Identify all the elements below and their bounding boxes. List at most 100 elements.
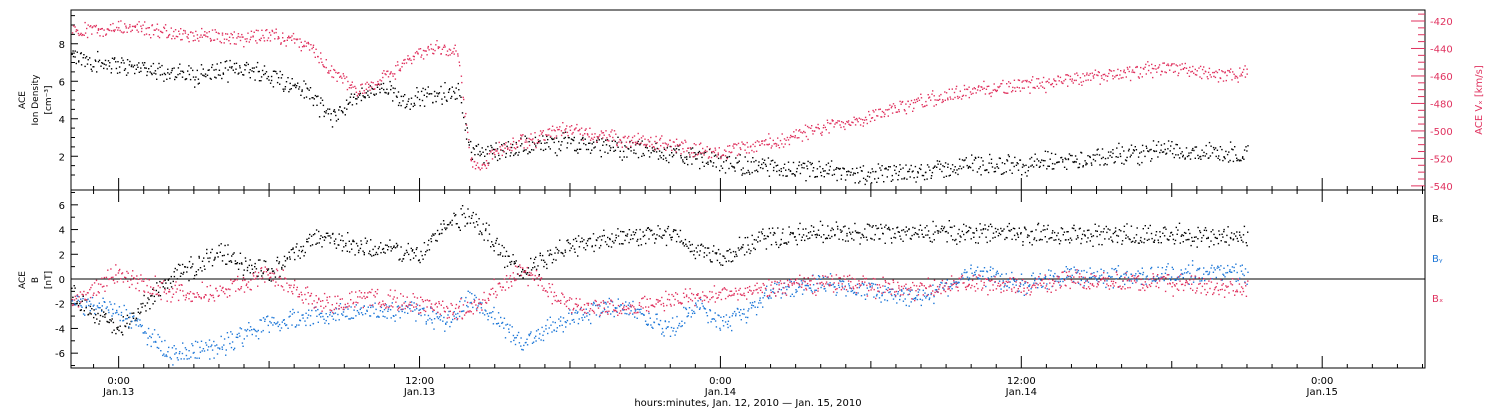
bx-point: [156, 282, 158, 284]
density-point: [1096, 149, 1098, 151]
by-point: [367, 306, 369, 308]
density-point: [547, 138, 549, 141]
by-point: [230, 331, 232, 333]
vx-point: [1224, 71, 1226, 73]
vx-point: [1006, 83, 1008, 85]
by-point: [267, 315, 269, 317]
vx-point: [1010, 91, 1013, 93]
by-point: [472, 306, 474, 309]
vx-point: [1074, 73, 1076, 75]
bx-point: [501, 244, 503, 247]
density-point: [190, 67, 192, 69]
bx-point: [1196, 246, 1198, 248]
density-point: [862, 165, 865, 167]
by-point: [812, 284, 815, 286]
by-point: [194, 357, 196, 359]
bx-point: [262, 272, 264, 274]
bx-point: [197, 269, 200, 271]
by-point: [877, 287, 879, 289]
by-point: [259, 319, 261, 321]
bx-point: [552, 258, 555, 261]
by-point: [728, 316, 731, 318]
bx-point: [152, 303, 154, 305]
bx-point: [271, 268, 273, 270]
bx-point: [251, 264, 253, 267]
bx-point: [315, 229, 318, 231]
density-point: [1140, 151, 1143, 153]
bx-point: [1199, 230, 1201, 232]
by-point: [349, 318, 351, 320]
bx-point: [104, 316, 106, 318]
vx-point: [717, 152, 719, 154]
by-point: [445, 322, 447, 325]
vx-point: [89, 25, 91, 28]
by-point: [778, 282, 780, 284]
by-point: [919, 298, 921, 300]
vx-point: [266, 29, 268, 31]
bx-point: [348, 251, 351, 253]
density-point: [392, 100, 394, 102]
density-point: [465, 138, 468, 140]
by-point: [207, 349, 209, 351]
density-point: [736, 162, 738, 164]
vx-point: [1186, 72, 1189, 74]
vx-point: [821, 131, 823, 133]
bx-point: [1132, 240, 1134, 243]
vx-point: [312, 44, 315, 46]
density-point: [1065, 158, 1067, 161]
vx-point: [496, 150, 498, 152]
vx-point: [988, 85, 990, 87]
bx-point: [1176, 233, 1178, 235]
bx-point: [665, 231, 667, 233]
vx-point: [699, 152, 702, 154]
density-point: [129, 60, 131, 63]
bx-point: [478, 218, 480, 220]
density-point: [1202, 155, 1204, 157]
density-point: [1127, 150, 1130, 152]
density-point: [822, 170, 825, 172]
vx-point: [269, 40, 272, 42]
vx-point: [481, 164, 483, 166]
density-point: [864, 178, 867, 181]
by-point: [397, 305, 400, 307]
density-point: [1003, 172, 1005, 174]
bx-point: [335, 247, 338, 249]
by-point: [822, 276, 825, 279]
vx-point: [707, 157, 710, 159]
bx-point: [753, 239, 756, 241]
vx-point: [280, 43, 282, 45]
bx-point: [115, 332, 117, 335]
by-point: [722, 325, 725, 327]
vx-point: [334, 69, 336, 72]
bx-point: [941, 229, 944, 232]
vx-point: [204, 31, 206, 33]
density-point: [312, 97, 314, 99]
bx-point: [363, 253, 365, 256]
bx-point: [617, 228, 619, 230]
bx-point: [669, 234, 671, 236]
density-point: [853, 172, 855, 174]
density-point: [101, 62, 103, 64]
density-point: [1194, 146, 1196, 148]
density-point: [843, 168, 845, 170]
vx-point: [280, 42, 282, 44]
density-point: [282, 88, 284, 90]
by-point: [901, 290, 903, 292]
bx-point: [172, 280, 174, 283]
density-point: [182, 70, 184, 72]
by-point: [763, 294, 766, 297]
density-point: [89, 57, 91, 59]
vx-point: [740, 148, 742, 151]
vx-point: [300, 50, 302, 52]
vx-point: [660, 145, 662, 147]
bx-point: [325, 236, 327, 239]
by-point: [885, 288, 887, 291]
density-point: [116, 72, 119, 74]
vx-point: [1123, 71, 1125, 73]
density-point: [1218, 155, 1220, 157]
vx-point: [1069, 78, 1071, 81]
vx-point: [141, 27, 143, 30]
vx-point: [1021, 81, 1023, 83]
vx-point: [99, 28, 102, 30]
by-point: [845, 295, 847, 297]
